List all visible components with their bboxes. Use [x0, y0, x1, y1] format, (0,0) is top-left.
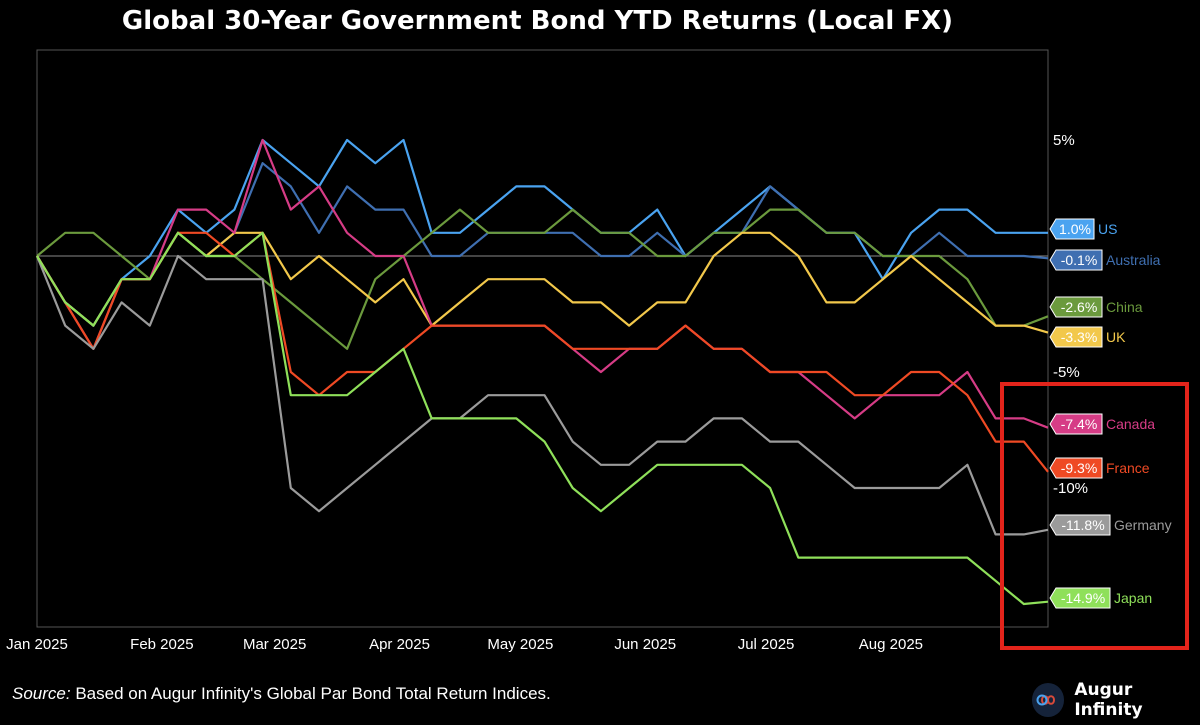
y-tick-label: 5%: [1053, 132, 1075, 149]
series-line-japan: [36, 231, 1049, 606]
end-value-tag: [1049, 249, 1103, 271]
end-value-tag: [1049, 296, 1103, 318]
end-value-label: -0.1%: [1061, 252, 1098, 268]
series-name-label: Australia: [1106, 252, 1161, 268]
series-name-label: Germany: [1114, 517, 1172, 533]
brand: Augur Infinity: [1032, 680, 1200, 720]
plot-frame: [36, 49, 1049, 628]
end-value-label: -7.4%: [1061, 416, 1098, 432]
y-tick-label: -10%: [1053, 480, 1088, 497]
x-tick-label: Jun 2025: [614, 636, 676, 653]
series-line-france: [36, 231, 1049, 473]
series-name-label: Japan: [1114, 590, 1152, 606]
x-tick-label: Aug 2025: [859, 636, 923, 653]
series-name-label: US: [1098, 221, 1117, 237]
x-tick-label: Jan 2025: [6, 636, 68, 653]
end-value-label: -14.9%: [1061, 590, 1105, 606]
x-tick-label: Feb 2025: [130, 636, 193, 653]
x-tick-label: May 2025: [487, 636, 553, 653]
end-value-label: -3.3%: [1061, 329, 1098, 345]
series-name-label: UK: [1106, 329, 1126, 345]
x-tick-label: Mar 2025: [243, 636, 306, 653]
brand-name: Augur Infinity: [1074, 680, 1143, 720]
x-tick-label: Apr 2025: [369, 636, 430, 653]
series-name-label: France: [1106, 460, 1150, 476]
x-tick-label: Jul 2025: [738, 636, 795, 653]
series-name-label: Canada: [1106, 416, 1155, 432]
end-value-label: -11.8%: [1061, 517, 1104, 533]
end-value-tag: [1049, 514, 1111, 536]
end-value-label: -2.6%: [1061, 299, 1098, 315]
source-text: Based on Augur Infinity's Global Par Bon…: [70, 684, 551, 703]
infinity-logo-icon: [1032, 683, 1065, 717]
series-name-label: China: [1106, 299, 1143, 315]
end-value-tag: [1049, 457, 1103, 479]
series-line-uk: [36, 231, 1049, 334]
series-line-australia: [36, 162, 1049, 327]
highlight-box: [1000, 382, 1189, 650]
end-value-tag: [1049, 218, 1095, 240]
end-value-label: 1.0%: [1059, 221, 1091, 237]
source-prefix: Source:: [12, 684, 71, 703]
y-tick-label: -5%: [1053, 364, 1080, 381]
series-line-germany: [35, 254, 1049, 536]
source-note: Source: Based on Augur Infinity's Global…: [12, 684, 551, 704]
end-value-label: -9.3%: [1061, 460, 1098, 476]
chart-title: Global 30-Year Government Bond YTD Retur…: [121, 6, 954, 36]
end-value-tag: [1049, 587, 1111, 609]
end-value-tag: [1049, 326, 1103, 348]
end-value-tag: [1049, 413, 1103, 435]
